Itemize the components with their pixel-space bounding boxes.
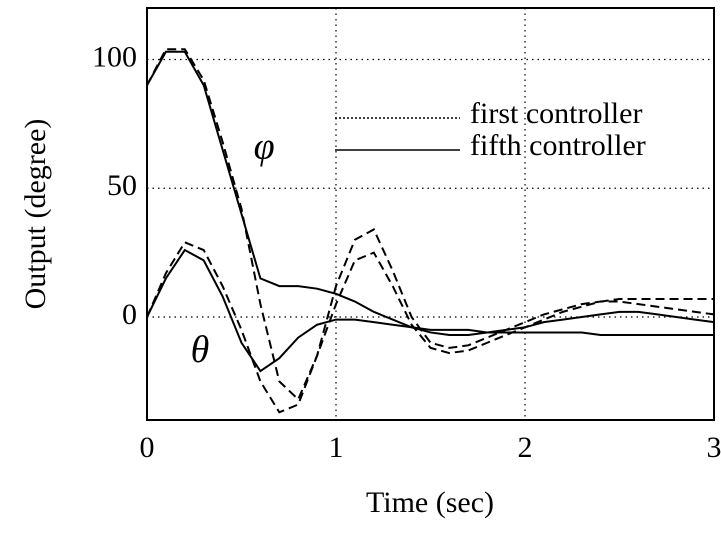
x-tick-label: 0 xyxy=(140,431,155,464)
y-tick-label: 50 xyxy=(107,169,137,202)
line-curve xyxy=(146,241,714,414)
y-tick-label: 0 xyxy=(122,298,137,331)
legend-label: fifth controller xyxy=(470,129,646,162)
line-curve xyxy=(146,48,715,402)
x-tick-label: 3 xyxy=(707,431,721,464)
x-axis-label: Time (sec) xyxy=(366,486,494,519)
annotation: φ xyxy=(254,125,275,167)
y-tick-label: 100 xyxy=(92,40,137,73)
y-axis-label: Output (degree) xyxy=(19,119,52,310)
legend-label: first controller xyxy=(470,97,642,130)
x-tick-label: 2 xyxy=(518,431,533,464)
line-curve xyxy=(146,248,714,373)
plot-frame xyxy=(146,7,715,421)
x-tick-label: 1 xyxy=(329,431,344,464)
line-curve xyxy=(146,50,715,337)
annotation: θ xyxy=(191,329,210,371)
